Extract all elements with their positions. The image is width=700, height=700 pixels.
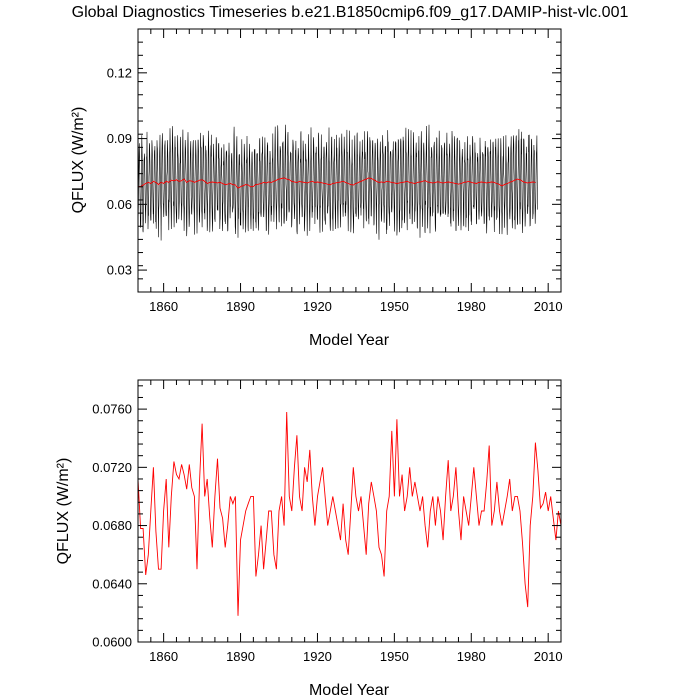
monthly-series-line — [137, 124, 538, 241]
annual-series-line — [137, 411, 562, 616]
bottom-plot-frame — [137, 379, 562, 643]
bottom-plot-area — [137, 411, 562, 616]
x-tick-label: 1920 — [303, 649, 332, 664]
annual-mean-line — [137, 177, 536, 189]
y-tick-label: 0.06 — [107, 197, 132, 212]
figure-title: Global Diagnostics Timeseries b.e21.B185… — [72, 4, 629, 21]
x-tick-label: 1860 — [149, 299, 178, 314]
bottom-panel: 1860 1890 1920 1950 1980 2010 0.06000.06400.0… — [55, 379, 563, 699]
x-tick-label: 1890 — [226, 299, 255, 314]
x-tick-label: 2010 — [534, 649, 563, 664]
top-x-ticks: 1860 1890 1920 1950 1980 2010 — [137, 29, 563, 314]
top-plot-area — [137, 124, 538, 241]
top-y-axis-label: QFLUX (W/m²) — [70, 107, 87, 214]
x-tick-label: 1980 — [457, 649, 486, 664]
y-tick-label: 0.12 — [107, 65, 132, 80]
x-tick-label: 1920 — [303, 299, 332, 314]
x-tick-label: 2010 — [534, 299, 563, 314]
y-tick-label: 0.0720 — [92, 460, 132, 475]
top-x-axis-label: Model Year — [309, 332, 390, 349]
bottom-y-axis-label: QFLUX (W/m²) — [55, 458, 72, 565]
y-tick-label: 0.0600 — [92, 635, 132, 650]
bottom-x-ticks: 1860 1890 1920 1950 1980 2010 — [137, 380, 563, 664]
y-tick-label: 0.0640 — [92, 576, 132, 591]
y-tick-label: 0.09 — [107, 131, 132, 146]
x-tick-label: 1980 — [457, 299, 486, 314]
bottom-x-axis-label: Model Year — [309, 682, 390, 699]
x-tick-label: 1950 — [380, 299, 409, 314]
y-tick-label: 0.0760 — [92, 402, 132, 417]
y-tick-label: 0.03 — [107, 263, 132, 278]
y-tick-label: 0.0680 — [92, 518, 132, 533]
top-y-ticks: 0.03 0.06 0.09 0.12 — [107, 28, 561, 293]
x-tick-label: 1860 — [149, 649, 178, 664]
x-tick-label: 1950 — [380, 649, 409, 664]
bottom-y-ticks: 0.0600 0.0640 0.0680 0.0720 0.0760 — [92, 385, 561, 650]
x-tick-label: 1890 — [226, 649, 255, 664]
top-panel: 1860 1890 1920 1950 1980 2010 0.03 0.06 0.09 0.1… — [70, 28, 563, 349]
